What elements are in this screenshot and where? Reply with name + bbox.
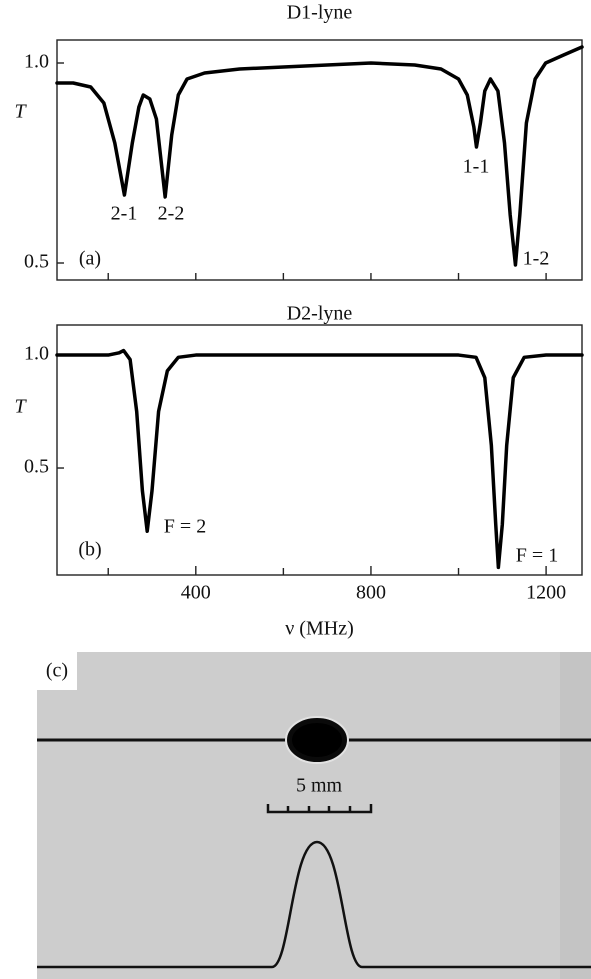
scale-bar-label: 5 mm xyxy=(296,775,343,797)
image-panel: 5 mm (c) xyxy=(37,652,591,979)
image-shade xyxy=(560,652,591,979)
data-line xyxy=(55,45,584,267)
y-tick-label: 0.5 xyxy=(24,456,49,478)
chart-title: D2-lyne xyxy=(287,303,353,325)
x-tick-label: 400 xyxy=(181,582,211,604)
y-axis-label: T xyxy=(14,396,27,418)
annotation: 2-1 xyxy=(111,203,138,225)
panel-label: (a) xyxy=(79,248,101,270)
label-box xyxy=(37,652,77,690)
y-tick-label: 1.0 xyxy=(24,51,49,73)
profile-curve xyxy=(37,840,591,969)
annotation: F = 1 xyxy=(516,545,558,567)
y-tick-label: 0.5 xyxy=(24,251,49,273)
annotation: 2-2 xyxy=(158,203,185,225)
image-background xyxy=(37,652,591,979)
x-tick-label: 1200 xyxy=(526,582,566,604)
y-tick-label: 1.0 xyxy=(24,343,49,365)
x-tick-label: 800 xyxy=(356,582,386,604)
cell-core xyxy=(292,723,342,757)
scale-bar xyxy=(266,804,373,814)
annotation: 1-2 xyxy=(523,248,550,270)
plot-frame xyxy=(56,39,583,281)
plot-frame xyxy=(56,324,583,576)
annotation: 1-1 xyxy=(463,156,490,178)
annotation: F = 2 xyxy=(164,516,206,538)
data-line xyxy=(55,348,584,570)
y-axis-label: T xyxy=(14,101,27,123)
panel-label: (b) xyxy=(78,539,101,561)
chart-title: D1-lyne xyxy=(287,2,353,24)
panel-label: (c) xyxy=(46,660,68,682)
x-axis-label: ν (MHz) xyxy=(285,618,353,640)
